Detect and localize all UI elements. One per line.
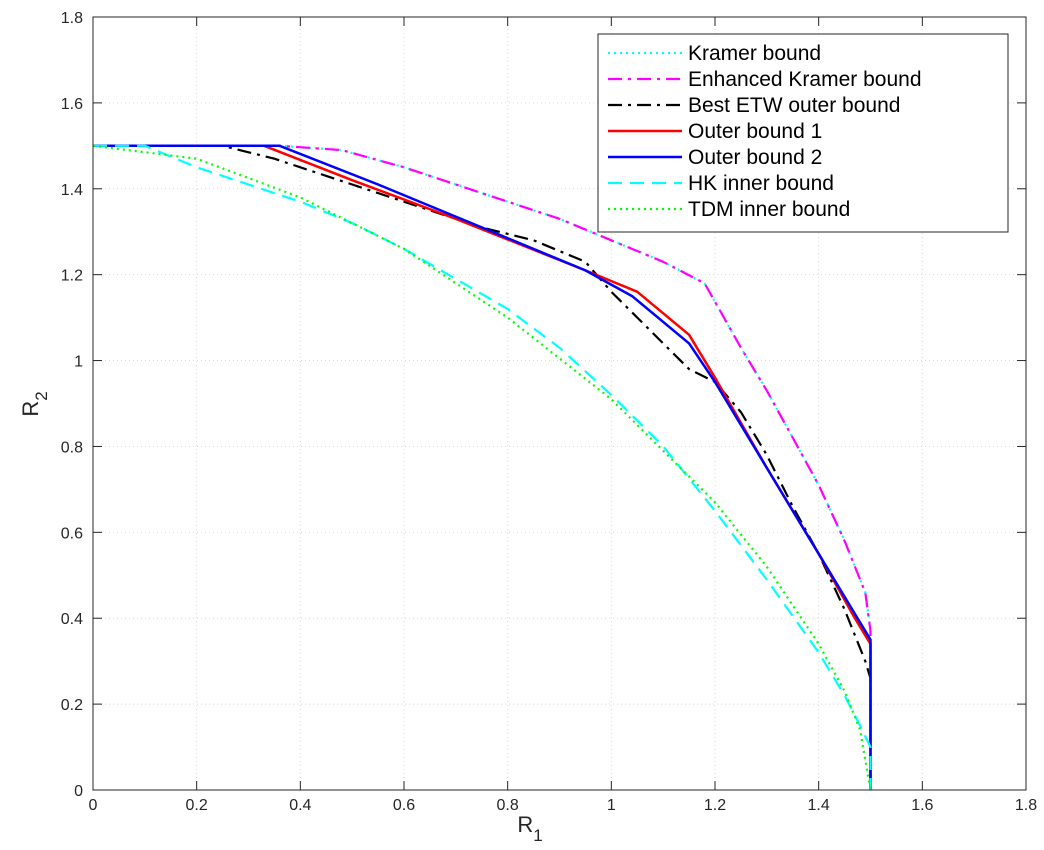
x-tick-label: 1.6 [911, 797, 933, 814]
x-tick-label: 0.8 [497, 797, 519, 814]
legend-label-enhanced-kramer-bound: Enhanced Kramer bound [688, 68, 922, 91]
x-tick-label: 0.6 [393, 797, 415, 814]
x-axis-label: R1 [517, 812, 542, 845]
x-tick-label: 1 [607, 797, 616, 814]
x-tick-label: 0.4 [289, 797, 311, 814]
y-tick-label: 0.2 [61, 697, 83, 714]
legend-label-kramer-bound: Kramer bound [688, 42, 821, 65]
x-tick-label: 1.2 [704, 797, 726, 814]
x-tick-label: 0 [89, 797, 98, 814]
series-line-tdm-inner-bound [92, 144, 872, 791]
y-tick-label: 0.4 [61, 611, 83, 628]
y-tick-label: 0.8 [61, 439, 83, 456]
series-line-outer-bound-2 [93, 144, 872, 790]
y-axis-label: R2 [18, 391, 51, 416]
ticks: 0 0.2 0.4 0.6 0.8 1 1.2 1.4 1.6 1.8 0 0.2 0.4 0.6 0.8 1… [61, 10, 1037, 814]
legend-label-outer-bound-1: Outer bound 1 [688, 120, 822, 143]
legend: Kramer bound Enhanced Kramer bound Best ET… [597, 33, 1009, 233]
legend-label-outer-bound-2: Outer bound 2 [688, 146, 822, 169]
series-line-outer-bound-1 [93, 144, 872, 790]
x-tick-label: 1.8 [1015, 797, 1037, 814]
legend-label-tdm-inner-bound: TDM inner bound [688, 198, 850, 221]
series-line-best-etw-outer-bound [93, 144, 872, 790]
y-tick-label: 1.8 [61, 10, 83, 27]
y-axis-label-sub: 2 [32, 391, 51, 400]
x-axis-label-sub: 1 [533, 826, 542, 845]
plot-frame [92, 16, 1027, 791]
series-layer [92, 144, 872, 791]
y-axis-label-main: R [18, 401, 43, 417]
x-tick-label: 1.4 [808, 797, 830, 814]
y-tick-label: 1.2 [61, 268, 83, 285]
legend-label-best-etw-outer-bound: Best ETW outer bound [688, 94, 900, 117]
series-line-hk-inner-bound [93, 144, 872, 790]
legend-label-hk-inner-bound: HK inner bound [688, 172, 834, 195]
y-tick-label: 1.6 [61, 96, 83, 113]
x-axis-label-main: R [517, 812, 533, 837]
x-tick-label: 0.2 [186, 797, 208, 814]
y-tick-label: 1.4 [61, 182, 83, 199]
series-line-enhanced-kramer-bound [93, 144, 872, 790]
legend-box [597, 33, 1009, 233]
y-tick-label: 1 [74, 354, 83, 371]
y-tick-label: 0 [74, 783, 83, 800]
y-tick-label: 0.6 [61, 525, 83, 542]
